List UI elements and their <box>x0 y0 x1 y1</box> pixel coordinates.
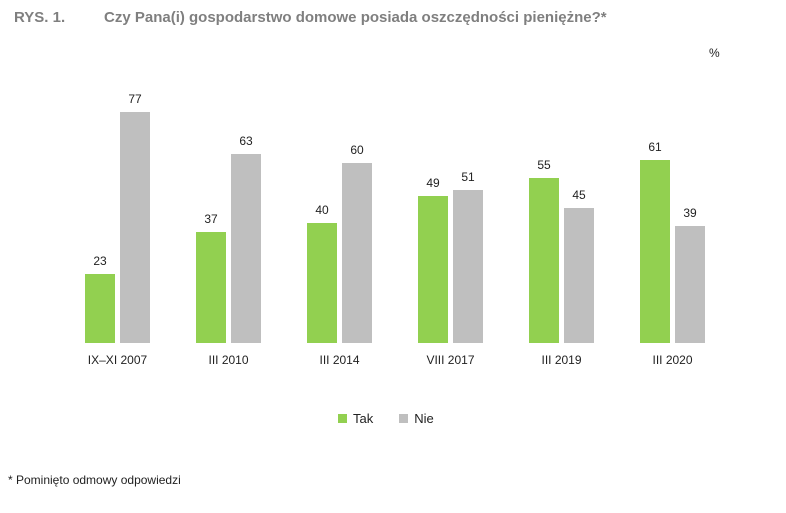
bar-tak-5 <box>640 160 670 343</box>
data-label-tak-3: 49 <box>426 176 440 190</box>
legend-label-tak: Tak <box>353 411 374 426</box>
x-tick-label-0: IX–XI 2007 <box>88 353 148 367</box>
data-label-tak-0: 23 <box>93 254 107 268</box>
legend-label-nie: Nie <box>414 411 434 426</box>
bar-tak-3 <box>418 196 448 343</box>
bar-nie-2 <box>342 163 372 343</box>
x-tick-label-1: III 2010 <box>208 353 248 367</box>
footnote: * Pominięto odmowy odpowiedzi <box>8 473 181 487</box>
legend-item-tak: Tak <box>338 411 373 426</box>
x-tick-label-4: III 2019 <box>541 353 581 367</box>
figure-title: Czy Pana(i) gospodarstwo domowe posiada … <box>104 9 607 26</box>
data-label-nie-4: 45 <box>572 188 586 202</box>
x-tick-label-2: III 2014 <box>319 353 359 367</box>
bar-tak-0 <box>85 274 115 343</box>
legend-swatch-tak <box>338 414 347 423</box>
x-tick-label-3: VIII 2017 <box>426 353 474 367</box>
x-tick-label-5: III 2020 <box>652 353 692 367</box>
data-label-tak-1: 37 <box>204 212 218 226</box>
legend-swatch-nie <box>399 414 409 423</box>
data-label-nie-5: 39 <box>683 206 697 220</box>
data-label-nie-2: 60 <box>350 143 364 157</box>
data-label-tak-2: 40 <box>315 203 329 217</box>
bar-tak-1 <box>196 232 226 343</box>
bar-nie-5 <box>675 226 705 343</box>
bar-nie-3 <box>453 190 483 343</box>
bar-nie-1 <box>231 154 261 343</box>
bar-tak-2 <box>307 223 337 343</box>
chart-title: RYS. 1. Czy Pana(i) gospodarstwo domowe p… <box>14 9 607 26</box>
data-label-nie-1: 63 <box>239 134 253 148</box>
data-label-nie-0: 77 <box>128 92 142 106</box>
legend-item-nie: Nie <box>399 411 434 426</box>
data-label-tak-5: 61 <box>648 140 662 154</box>
data-label-tak-4: 55 <box>537 158 551 172</box>
bar-nie-0 <box>120 112 150 343</box>
data-label-nie-3: 51 <box>461 170 475 184</box>
bar-tak-4 <box>529 178 559 343</box>
legend: Tak Nie <box>338 411 460 426</box>
figure-label: RYS. 1. <box>14 9 66 26</box>
unit-label: % <box>709 46 720 60</box>
bar-nie-4 <box>564 208 594 343</box>
